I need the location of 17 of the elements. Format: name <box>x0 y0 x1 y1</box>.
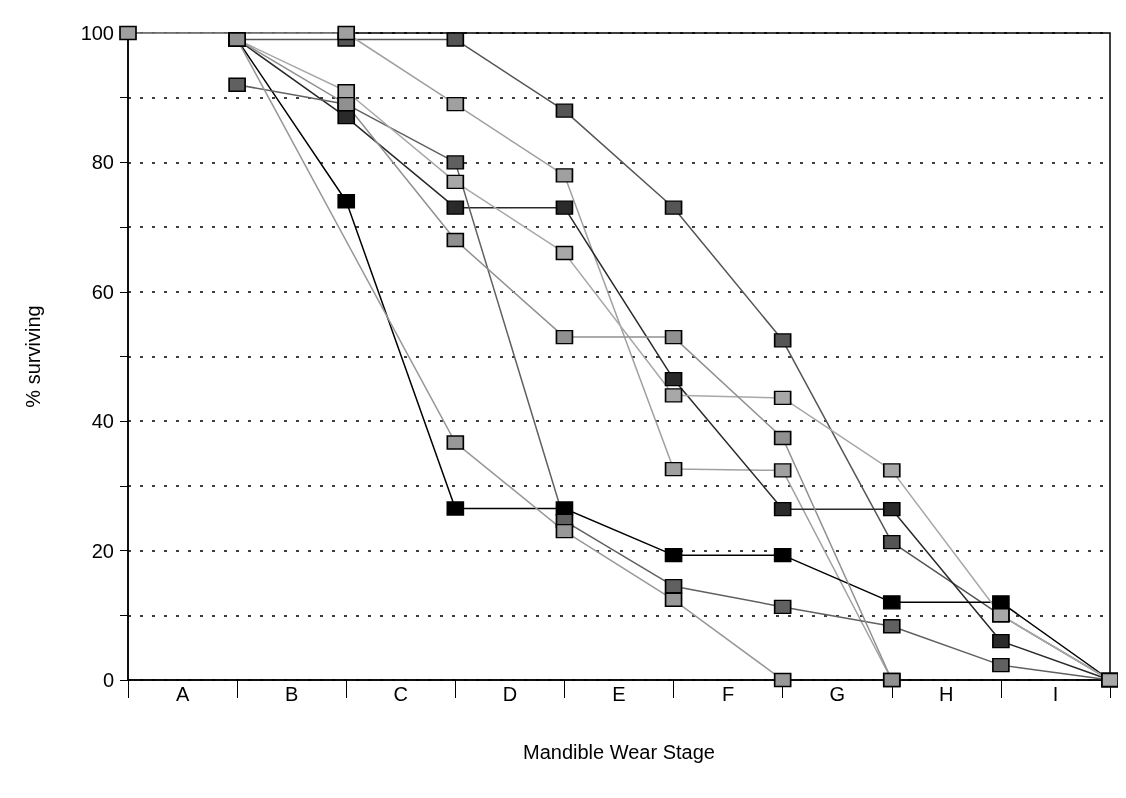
y-tick-label: 40 <box>91 410 114 433</box>
x-tick-label: D <box>502 683 518 705</box>
x-tick-label: F <box>722 683 735 705</box>
x-axis-title: Mandible Wear Stage <box>523 741 715 763</box>
y-tick-label: 20 <box>91 539 114 562</box>
y-tick-label: 80 <box>91 151 114 174</box>
x-tick-label: C <box>393 683 408 705</box>
x-tick-label: A <box>175 683 190 705</box>
x-tick-label: B <box>284 683 299 705</box>
x-tick-label: E <box>612 683 626 705</box>
y-tick-label: 100 <box>80 22 114 44</box>
y-tick-label: 0 <box>102 669 114 691</box>
y-tick-label: 60 <box>91 280 114 303</box>
x-tick-label: H <box>939 683 954 705</box>
x-tick-label: I <box>1052 683 1059 705</box>
x-tick-label: G <box>829 683 845 705</box>
y-axis-title: % surviving <box>22 305 44 408</box>
